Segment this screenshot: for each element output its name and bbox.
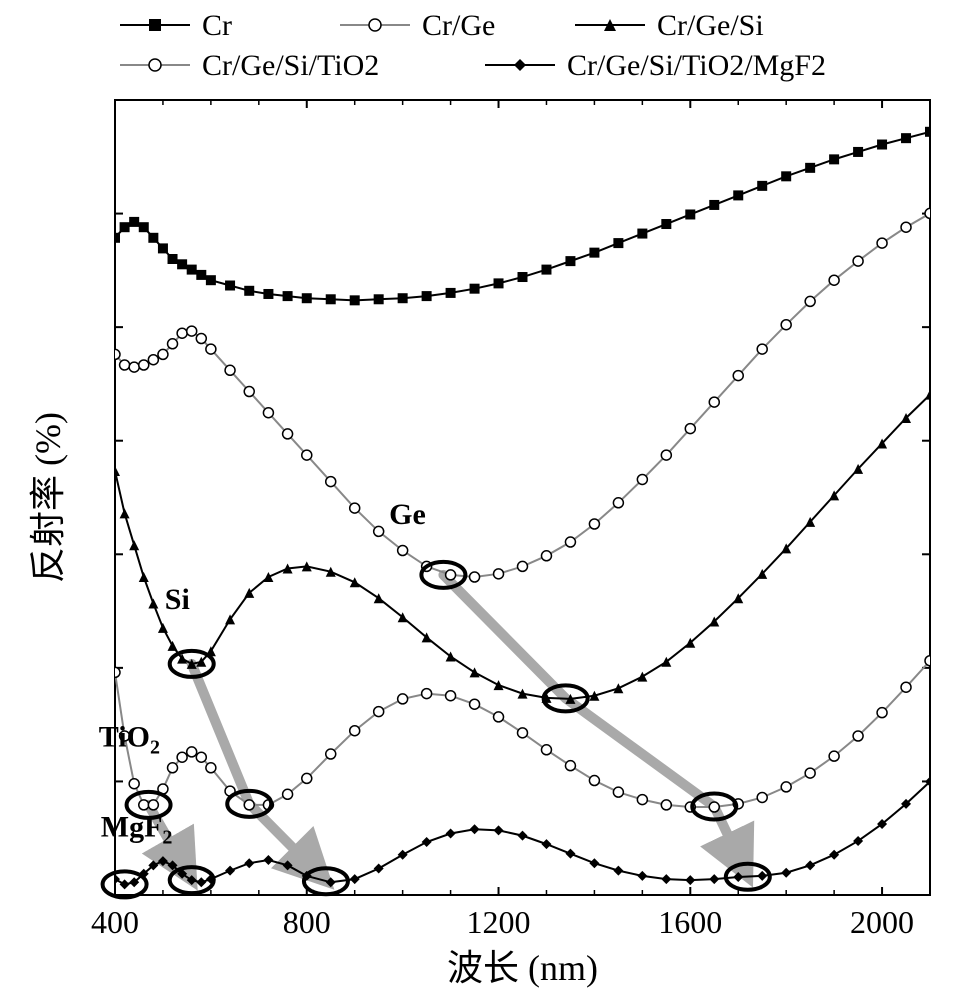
svg-text:TiO2: TiO2 xyxy=(99,721,160,759)
series-cr xyxy=(110,127,935,306)
svg-text:反射率 (%): 反射率 (%) xyxy=(28,412,68,583)
annotation-mgf: MgF2 xyxy=(101,811,173,849)
chart-svg: 400 800 1200 1600 2000 波长 (nm) 反射率 (%) Ge Si TiO2… xyxy=(0,0,954,1000)
annotation-si: Si xyxy=(165,583,190,616)
annotation-tio: TiO2 xyxy=(99,721,160,759)
legend-crgesitio2mgf2: Cr/Ge/Si/TiO2/MgF2 xyxy=(485,49,826,82)
svg-text:Cr/Ge: Cr/Ge xyxy=(422,9,495,42)
legend-cr: Cr xyxy=(120,9,232,42)
svg-text:Cr/Ge/Si: Cr/Ge/Si xyxy=(657,9,764,42)
svg-text:1200: 1200 xyxy=(467,904,531,940)
svg-text:400: 400 xyxy=(91,904,139,940)
svg-text:Cr/Ge/Si/TiO2/MgF2: Cr/Ge/Si/TiO2/MgF2 xyxy=(567,49,826,82)
legend-crge: Cr/Ge xyxy=(340,9,495,42)
legend-crgesitio2: Cr/Ge/Si/TiO2 xyxy=(120,49,379,82)
svg-text:800: 800 xyxy=(283,904,331,940)
svg-text:2000: 2000 xyxy=(850,904,914,940)
chart-stage: 400 800 1200 1600 2000 波长 (nm) 反射率 (%) Ge Si TiO2… xyxy=(0,0,954,1000)
svg-text:Cr: Cr xyxy=(202,9,232,42)
series-crgesitio2 xyxy=(110,656,935,812)
svg-text:Ge: Ge xyxy=(389,498,426,531)
annotation-ge: Ge xyxy=(389,498,426,531)
svg-text:MgF2: MgF2 xyxy=(101,811,173,849)
svg-text:Cr/Ge/Si/TiO2: Cr/Ge/Si/TiO2 xyxy=(202,49,379,82)
svg-text:1600: 1600 xyxy=(658,904,722,940)
svg-text:Si: Si xyxy=(165,583,190,616)
legend-crgesi: Cr/Ge/Si xyxy=(575,9,764,42)
svg-text:波长 (nm): 波长 (nm) xyxy=(447,948,598,988)
